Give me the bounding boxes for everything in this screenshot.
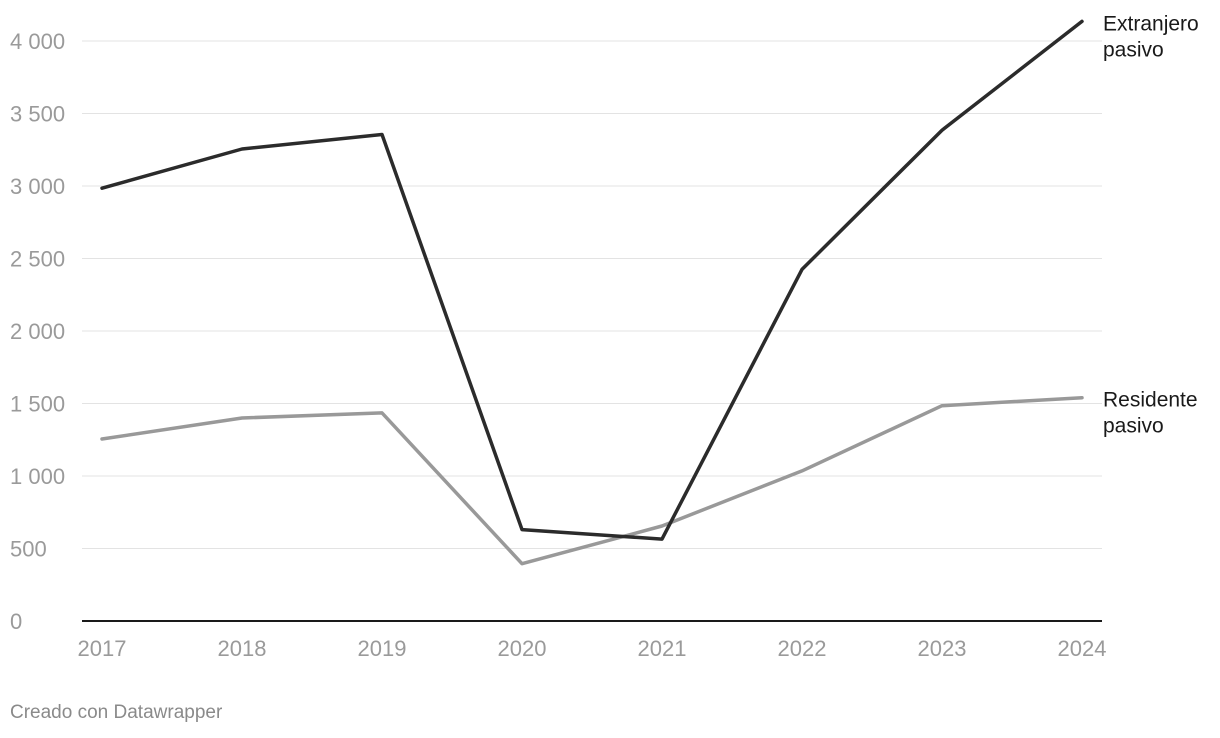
x-tick-label: 2024 bbox=[1058, 636, 1107, 661]
y-axis-tick-labels: 0 500 1 000 1 500 2 000 2 500 3 000 3 500 4 000 bbox=[10, 29, 65, 634]
series-labels: Extranjero pasivo Residente pasivo bbox=[1103, 12, 1199, 437]
x-tick-label: 2023 bbox=[918, 636, 967, 661]
y-tick-label: 1 500 bbox=[10, 392, 65, 417]
x-tick-label: 2018 bbox=[218, 636, 267, 661]
gridlines bbox=[82, 40, 1102, 549]
series-label-line: pasivo bbox=[1103, 38, 1164, 61]
series-label: Residente pasivo bbox=[1103, 389, 1198, 438]
y-tick-label: 3 000 bbox=[10, 174, 65, 199]
y-tick-label: 0 bbox=[10, 609, 22, 634]
x-tick-label: 2022 bbox=[778, 636, 827, 661]
x-tick-label: 2020 bbox=[498, 636, 547, 661]
series-label-line: Extranjero bbox=[1103, 12, 1199, 35]
series-line bbox=[100, 395, 1084, 566]
x-tick-label: 2021 bbox=[638, 636, 687, 661]
y-tick-label: 4 000 bbox=[10, 29, 65, 54]
x-tick-label: 2017 bbox=[78, 636, 127, 661]
x-axis-tick-labels: 2017 2018 2019 2020 2021 2022 2023 2024 bbox=[78, 636, 1107, 661]
y-tick-label: 3 500 bbox=[10, 102, 65, 127]
series-label: Extranjero pasivo bbox=[1103, 12, 1199, 61]
y-tick-label: 1 000 bbox=[10, 464, 65, 489]
y-tick-label: 2 000 bbox=[10, 319, 65, 344]
series-label-line: pasivo bbox=[1103, 415, 1164, 438]
series-lines bbox=[100, 19, 1084, 566]
series-label-line: Residente bbox=[1103, 389, 1198, 412]
y-tick-label: 500 bbox=[10, 537, 47, 562]
x-tick-label: 2019 bbox=[358, 636, 407, 661]
credit-text: Creado con Datawrapper bbox=[10, 702, 223, 723]
series-line bbox=[100, 19, 1084, 541]
y-tick-label: 2 500 bbox=[10, 247, 65, 272]
